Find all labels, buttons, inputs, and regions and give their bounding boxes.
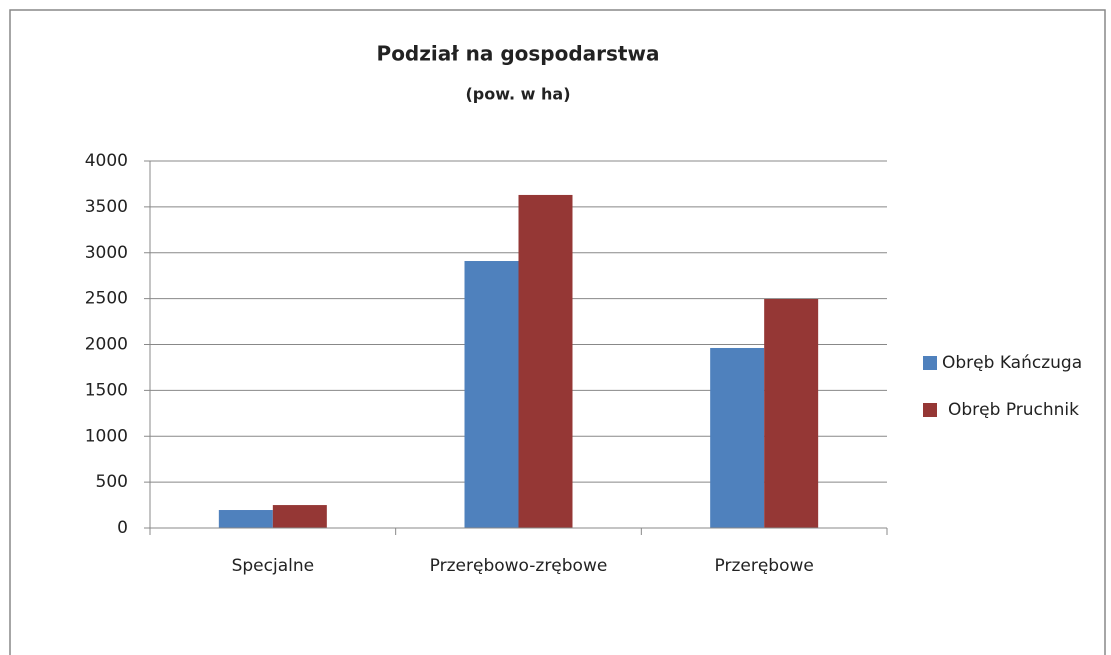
y-tick-label: 500 bbox=[96, 472, 128, 492]
x-tick-label: Specjalne bbox=[232, 556, 315, 576]
y-tick-label: 0 bbox=[117, 518, 128, 538]
y-tick-label: 3500 bbox=[85, 197, 128, 217]
x-tick-label: Przerębowe bbox=[715, 556, 814, 576]
legend-label: Obręb Kańczuga bbox=[942, 353, 1082, 373]
y-tick-label: 2000 bbox=[85, 335, 128, 355]
y-tick-label: 1500 bbox=[85, 380, 128, 400]
bar bbox=[710, 347, 765, 528]
y-tick-label: 2500 bbox=[85, 289, 128, 309]
bar bbox=[764, 298, 819, 528]
y-tick-label: 3000 bbox=[85, 243, 128, 263]
bar bbox=[464, 261, 519, 528]
bar bbox=[272, 505, 327, 528]
x-tick-label: Przerębowo-zrębowe bbox=[430, 556, 608, 576]
y-tick-label: 4000 bbox=[85, 151, 128, 171]
chart-subtitle: (pow. w ha) bbox=[465, 85, 570, 104]
bar bbox=[518, 194, 573, 528]
chart-frame bbox=[9, 9, 1106, 655]
legend-swatch bbox=[923, 403, 937, 417]
legend-label: Obręb Pruchnik bbox=[948, 400, 1079, 420]
bar bbox=[218, 510, 273, 528]
legend-swatch bbox=[923, 356, 937, 370]
y-tick-label: 1000 bbox=[85, 426, 128, 446]
chart-title: Podział na gospodarstwa bbox=[377, 42, 660, 66]
